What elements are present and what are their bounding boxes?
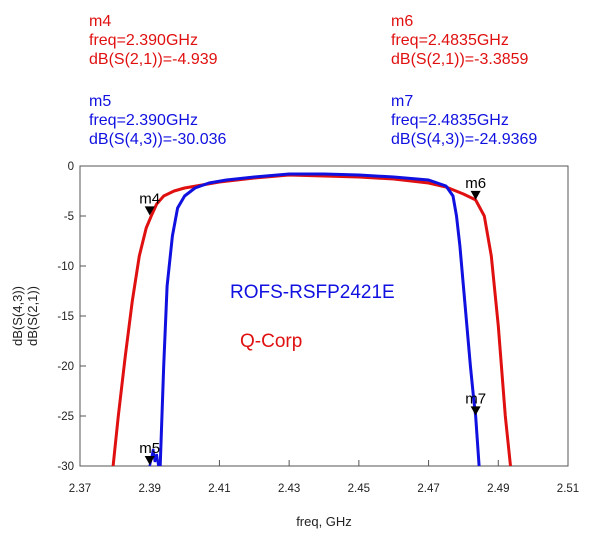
chart-markers: m4 m6 m5 m7	[139, 175, 486, 465]
x-axis-title: freq, GHz	[296, 514, 352, 529]
trace-s43	[158, 172, 481, 467]
marker-name: m6	[391, 13, 414, 30]
x-tick-label: 2.49	[487, 483, 509, 495]
marker-label-m6: m6	[465, 175, 486, 192]
y-tick-label: -25	[57, 411, 74, 423]
marker-value: dB(S(4,3))=-24.9369	[391, 131, 538, 148]
x-tick-label: 2.41	[208, 483, 230, 495]
marker-frequency: freq=2.390GHz	[89, 112, 198, 129]
y-tick-label: 0	[68, 161, 74, 173]
trace-s21	[111, 173, 512, 467]
marker-frequency: freq=2.4835GHz	[391, 32, 509, 49]
x-tick-label: 2.45	[348, 483, 370, 495]
annotation-product: ROFS-RSFP2421E	[230, 282, 395, 303]
marker-value: dB(S(2,1))=-4.939	[89, 51, 218, 68]
traces	[111, 172, 512, 467]
marker-triangle-m7	[470, 406, 481, 416]
marker-name: m5	[89, 93, 112, 110]
marker-label-m4: m4	[139, 190, 160, 207]
y-tick-label: -30	[57, 461, 74, 473]
marker-readout-m5: m5 freq=2.390GHz dB(S(4,3))=-30.036	[89, 92, 226, 149]
y-tick-label: -5	[64, 211, 74, 223]
marker-label-m7: m7	[465, 390, 486, 407]
y-axis-title-s43: dB(S(4,3))	[10, 286, 25, 346]
marker-readout-m7: m7 freq=2.4835GHz dB(S(4,3))=-24.9369	[391, 92, 537, 149]
x-axis-ticks: 2.37 2.39 2.41 2.43 2.45 2.47 2.49 2.51	[69, 460, 579, 495]
y-tick-label: -15	[57, 311, 74, 323]
annotation-company: Q-Corp	[240, 331, 302, 352]
x-tick-label: 2.39	[139, 483, 161, 495]
marker-frequency: freq=2.390GHz	[89, 32, 198, 49]
marker-label-m5: m5	[139, 440, 160, 457]
x-tick-label: 2.43	[278, 483, 300, 495]
y-tick-label: -10	[57, 261, 74, 273]
y-axis-ticks: 0 -5 -10 -15 -20 -25 -30	[57, 161, 86, 473]
marker-value: dB(S(4,3))=-30.036	[89, 131, 227, 148]
y-tick-label: -20	[57, 361, 74, 373]
marker-frequency: freq=2.4835GHz	[391, 112, 509, 129]
y-axis-title-s21: dB(S(2,1))	[25, 286, 40, 346]
x-tick-label: 2.47	[417, 483, 439, 495]
marker-triangle-m6	[470, 190, 481, 200]
marker-readout-m6: m6 freq=2.4835GHz dB(S(2,1))=-3.3859	[391, 12, 528, 69]
marker-triangle-m4	[144, 206, 155, 216]
marker-triangle-m5	[144, 456, 155, 465]
x-tick-label: 2.37	[69, 483, 91, 495]
x-tick-label: 2.51	[557, 483, 579, 495]
marker-readout-m4: m4 freq=2.390GHz dB(S(2,1))=-4.939	[89, 12, 218, 69]
marker-value: dB(S(2,1))=-3.3859	[391, 51, 529, 68]
marker-name: m4	[89, 13, 112, 30]
marker-name: m7	[391, 93, 414, 110]
